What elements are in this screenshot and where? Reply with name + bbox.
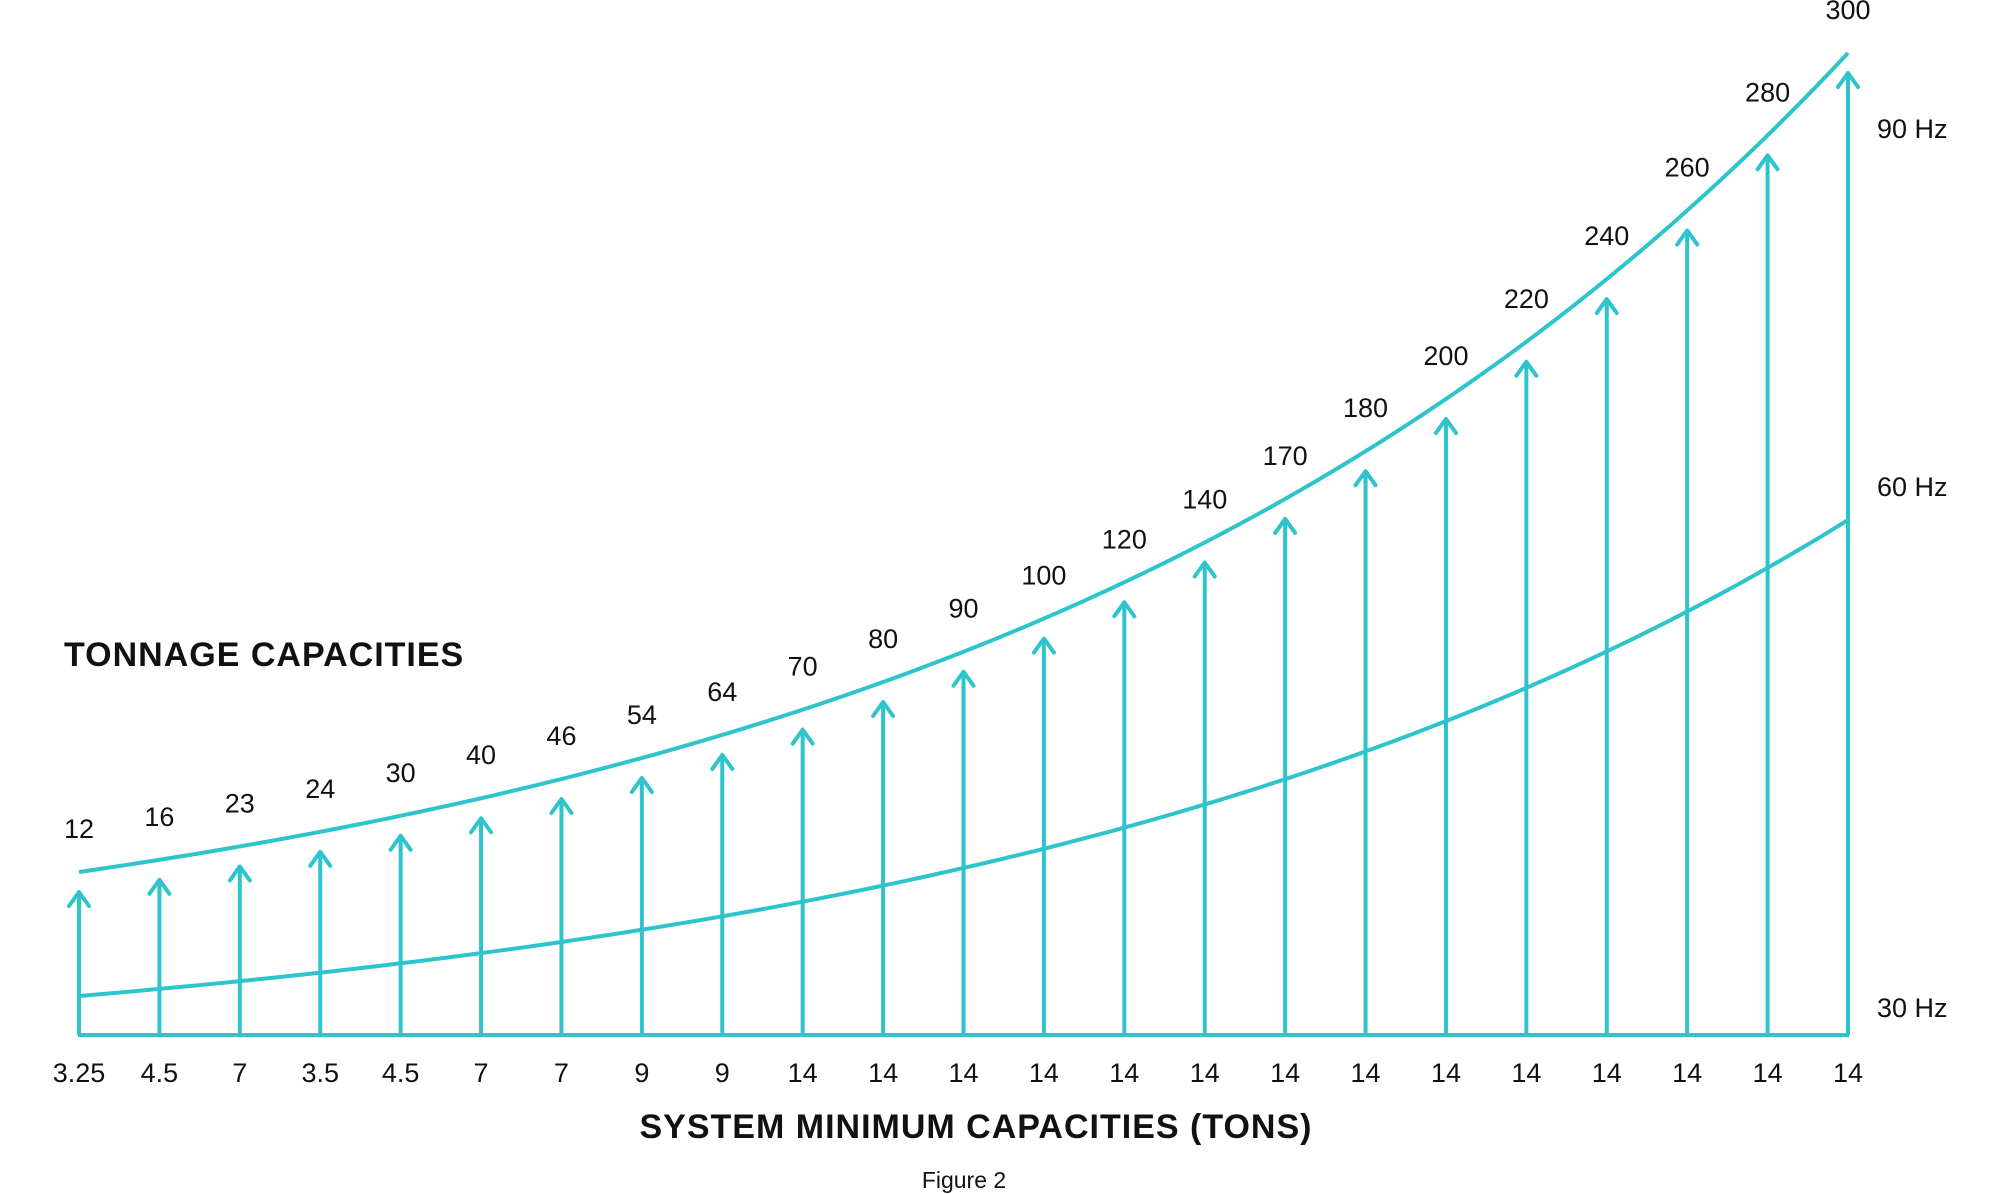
system-minimum-label: 14 (1351, 1058, 1381, 1088)
tonnage-value-label: 280 (1745, 77, 1790, 107)
tonnage-value-label: 12 (64, 814, 94, 844)
capacity-arrow (1514, 359, 1539, 1035)
frequency-label-60hz: 60 Hz (1877, 472, 1948, 502)
system-minimum-label: 14 (1511, 1058, 1541, 1088)
capacity-arrow (951, 669, 976, 1035)
system-minimum-label: 7 (232, 1058, 247, 1088)
tonnage-value-label: 40 (466, 740, 496, 770)
figure-caption: Figure 2 (922, 1167, 1006, 1193)
tonnage-value-label: 180 (1343, 393, 1388, 423)
series-line-60hz (78, 518, 1850, 998)
capacity-arrow (1353, 469, 1378, 1035)
capacity-arrow (1031, 636, 1056, 1035)
tonnage-value-label: 170 (1263, 441, 1308, 471)
tonnage-value-label: 30 (386, 758, 416, 788)
tonnage-value-label: 90 (948, 594, 978, 624)
capacity-arrow (790, 727, 815, 1035)
system-minimum-label: 14 (1592, 1058, 1622, 1088)
system-minimum-label: 7 (474, 1058, 489, 1088)
system-minimum-label: 14 (1431, 1058, 1461, 1088)
system-minimum-label: 7 (554, 1058, 569, 1088)
system-minimum-label: 3.25 (53, 1058, 106, 1088)
system-minimum-label: 14 (788, 1058, 818, 1088)
capacity-arrow (1836, 71, 1860, 1035)
capacity-curves (78, 51, 1850, 1037)
tonnage-value-label: 100 (1021, 561, 1066, 591)
capacity-arrows (67, 71, 1860, 1035)
system-minimum-label: 14 (1029, 1058, 1059, 1088)
tonnage-value-labels: 12 16 23 24 30 40 46 54 64 70 80 90 100 120 140 170 180 2… (64, 0, 1871, 844)
tonnage-value-label: 24 (305, 774, 335, 804)
tonnage-value-label: 54 (627, 700, 657, 730)
capacity-arrow (549, 797, 574, 1035)
system-minimum-label: 3.5 (301, 1058, 339, 1088)
system-minimum-label: 4.5 (141, 1058, 179, 1088)
x-axis-label: SYSTEM MINIMUM CAPACITIES (TONS) (640, 1108, 1313, 1146)
tonnage-value-label: 16 (144, 802, 174, 832)
tonnage-value-label: 46 (546, 721, 576, 751)
tonnage-value-label: 140 (1182, 484, 1227, 514)
system-minimum-label: 9 (715, 1058, 730, 1088)
chart-title: TONNAGE CAPACITIES (64, 636, 464, 674)
system-minimum-labels: 3.25 4.5 7 3.5 4.5 7 7 9 9 14 14 14 14 14 14 14 14 14 14 14… (53, 1058, 1863, 1088)
capacity-arrow (629, 775, 654, 1035)
capacity-arrow (1433, 416, 1458, 1035)
system-minimum-label: 14 (1833, 1058, 1863, 1088)
tonnage-value-label: 120 (1102, 524, 1147, 554)
capacity-arrow (227, 864, 252, 1035)
system-minimum-label: 14 (868, 1058, 898, 1088)
capacity-arrow (1755, 153, 1780, 1035)
series-line-90hz (78, 51, 1850, 874)
tonnage-value-label: 200 (1423, 341, 1468, 371)
capacity-arrow (710, 752, 735, 1035)
tonnage-value-label: 64 (707, 677, 737, 707)
capacity-arrow (1192, 560, 1217, 1035)
capacity-arrow (871, 700, 896, 1035)
frequency-label-90hz: 90 Hz (1877, 114, 1948, 144)
system-minimum-label: 14 (1753, 1058, 1783, 1088)
capacity-arrow (1112, 600, 1137, 1035)
tonnage-value-label: 260 (1665, 152, 1710, 182)
tonnage-value-label: 70 (788, 652, 818, 682)
capacity-arrow (1675, 228, 1700, 1035)
frequency-label-30hz: 30 Hz (1877, 993, 1948, 1023)
system-minimum-label: 4.5 (382, 1058, 420, 1088)
system-minimum-label: 14 (1270, 1058, 1300, 1088)
capacity-arrow (388, 833, 413, 1035)
system-minimum-label: 14 (948, 1058, 978, 1088)
system-minimum-label: 14 (1672, 1058, 1702, 1088)
system-minimum-label: 14 (1109, 1058, 1139, 1088)
capacity-arrow (147, 877, 172, 1035)
tonnage-value-label: 220 (1504, 284, 1549, 314)
capacity-arrow (469, 816, 494, 1035)
system-minimum-label: 14 (1190, 1058, 1220, 1088)
tonnage-value-label: 23 (225, 788, 255, 818)
tonnage-value-label: 300 (1825, 0, 1870, 25)
capacity-arrow (308, 849, 333, 1035)
tonnage-value-label: 240 (1584, 221, 1629, 251)
capacity-arrow (1594, 297, 1619, 1035)
tonnage-value-label: 80 (868, 624, 898, 654)
system-minimum-label: 9 (634, 1058, 649, 1088)
capacity-arrow (67, 890, 91, 1035)
